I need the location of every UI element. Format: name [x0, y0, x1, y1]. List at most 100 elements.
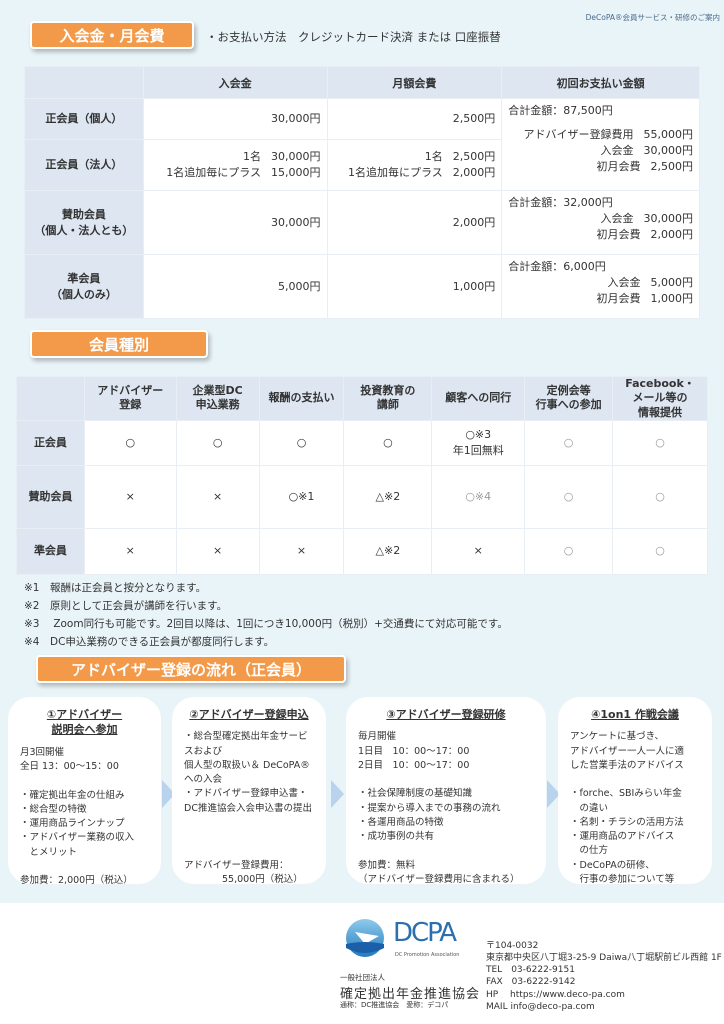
initial-payment: 合計金額：87,500円 アドバイザー登録費用 55,000円 入会金 30,000… — [501, 98, 700, 191]
header-monthly-fee: 月額会費 — [326, 66, 503, 99]
availability-cell: ○※1 — [258, 464, 345, 529]
monthly-fee: 1,000円 — [326, 254, 503, 319]
org-alias: 通称：DC推進協会 愛称：デコパ — [340, 1001, 449, 1009]
step-body: アンケートに基づき、 アドバイザー一人一人に適 した営業手法のアドバイス ・fo… — [570, 731, 685, 885]
item: アドバイザー登録費用 — [523, 127, 634, 141]
header-initial-payment: 初回お支払い金額 — [501, 66, 700, 99]
availability-cell: △※2 — [343, 464, 433, 529]
address: 東京都中央区八丁堀3-25-9 Daiwa八丁堀駅前ビル西館 1F — [486, 953, 722, 964]
availability-cell: ○ — [612, 419, 708, 466]
row-label: 正会員 — [16, 419, 85, 466]
item: 入会金 — [600, 143, 634, 157]
availability-cell: × — [258, 527, 345, 575]
logo-icon — [345, 918, 385, 958]
total: 合計金額：87,500円 — [508, 104, 613, 117]
logo-text: DCPA — [393, 918, 457, 948]
logo-wordmark: DCPA — [393, 918, 457, 948]
availability-cell: × — [175, 527, 260, 575]
join-fee: 5,000円 — [142, 254, 328, 319]
section-title-flow: アドバイザー登録の流れ（正会員） — [36, 655, 346, 683]
website-link[interactable]: HP https://www.deco-pa.com — [486, 989, 625, 1000]
flow-step-3: ③アドバイザー登録研修 毎月開催 1日目 10：00〜17：00 2日目 10：0… — [346, 697, 546, 885]
item: 初月会費 — [596, 291, 641, 305]
item: 入会金 — [607, 275, 641, 289]
row-label: 準会員 — [16, 527, 85, 575]
availability-cell: ○ — [343, 419, 433, 466]
availability-cell: × — [83, 527, 177, 575]
column-header: Facebook・ メール等の 情報提供 — [612, 376, 708, 421]
note-3: ※3 Zoom同行も可能です。2回目以降は、1回につき10,000円（税別）+交… — [24, 618, 508, 630]
column-header: 投資教育の 講師 — [343, 376, 433, 421]
item: 1名 — [243, 150, 262, 164]
amount: 2,000円 — [650, 227, 694, 241]
join-fee: 30,000円 — [142, 98, 328, 140]
table-row: 正会員 ○ ○ ○ ○ ○※3 年1回無料 ○ ○ — [16, 419, 708, 466]
step-title: ②アドバイザー登録申込 — [189, 708, 309, 721]
amount: 30,000円 — [271, 150, 321, 164]
initial-payment: 合計金額：32,000円 入会金 30,000円 初月会費 2,000円 — [501, 190, 700, 255]
flow-step-1: ①アドバイザー 説明会へ参加月3回開催 全日 13：00〜15：00 ・確定拠出… — [8, 697, 161, 886]
row-label: 準会員 （個人のみ） — [24, 254, 144, 319]
fax: FAX 03-6222-9142 — [486, 977, 576, 988]
amount: 55,000円 — [643, 127, 694, 141]
arrow-right-icon — [331, 780, 344, 808]
column-header: 顧客への同行 — [431, 376, 526, 421]
column-header: 企業型DC 申込業務 — [175, 376, 260, 421]
amount: 2,500円 — [650, 159, 694, 173]
total: 合計金額：6,000円 — [508, 260, 606, 273]
amount: 1,000円 — [650, 291, 694, 305]
note-1: ※1 報酬は正会員と按分となります。 — [24, 582, 207, 594]
item: 1名 — [424, 150, 443, 164]
org-name: 確定拠出年金推進協会 — [340, 987, 481, 1002]
item: 初月会費 — [596, 159, 641, 173]
row-label: 賛助会員 （個人・法人とも） — [24, 190, 144, 255]
header-blank — [24, 66, 144, 99]
item: 初月会費 — [596, 227, 641, 241]
row-label: 賛助会員 — [16, 464, 85, 529]
join-fee: 1名 30,000円 1名追加毎にプラス 15,000円 — [142, 139, 328, 191]
availability-cell: × — [175, 464, 260, 529]
membership-types-table: アドバイザー 登録 企業型DC 申込業務 報酬の支払い 投資教育の 講師 顧客への同行定… — [16, 376, 708, 575]
contact-info: 〒104-0032 東京都中央区八丁堀3-25-9 Daiwa八丁堀駅前ビル西館… — [486, 940, 722, 1013]
arrow-right-icon — [162, 780, 175, 808]
amount: 2,000円 — [452, 166, 496, 179]
email-link[interactable]: MAIL info@deco-pa.com — [486, 1001, 595, 1012]
column-header: アドバイザー 登録 — [83, 376, 177, 421]
availability-cell: ○ — [83, 419, 177, 466]
availability-cell: × — [83, 464, 177, 529]
availability-cell: ○ — [258, 419, 345, 466]
total: 合計金額：32,000円 — [508, 196, 613, 209]
monthly-fee: 2,000円 — [326, 190, 503, 255]
row-label: 正会員（個人） — [24, 98, 144, 140]
document-tag: DeCoPA®会員サービス・研修のご案内 — [585, 13, 720, 22]
logo-subtitle: DC Promotion Association — [395, 952, 460, 958]
item: 1名追加毎にプラス — [347, 166, 443, 179]
initial-payment: 合計金額：6,000円 入会金 5,000円 初月会費 1,000円 — [501, 254, 700, 319]
amount: 15,000円 — [271, 166, 321, 179]
fees-table: 入会金 月額会費 初回お支払い金額 正会員（個人） 30,000円 2,500円 合計金… — [24, 66, 700, 319]
step-title: ①アドバイザー 説明会へ参加 — [46, 708, 123, 737]
section-title-types: 会員種別 — [30, 330, 208, 358]
availability-cell: ○※4 — [431, 464, 526, 529]
amount: 30,000円 — [643, 211, 694, 225]
payment-method: ・お支払い方法 クレジットカード決済 または 口座振替 — [206, 30, 501, 44]
flow-step-2: ②アドバイザー登録申込・総合型確定拠出年金サービスおよび 個人型の取扱い＆ De… — [172, 697, 326, 885]
monthly-fee: 1名 2,500円 1名追加毎にプラス 2,000円 — [326, 139, 503, 191]
availability-cell: ○ — [612, 464, 708, 529]
availability-cell: ○ — [175, 419, 260, 466]
org-type: 一般社団法人 — [340, 973, 385, 982]
item: 1名追加毎にプラス — [166, 166, 262, 179]
column-header: 報酬の支払い — [258, 376, 345, 421]
note-2: ※2 原則として正会員が講師を行います。 — [24, 600, 228, 612]
step-body: ・総合型確定拠出年金サービスおよび 個人型の取扱い＆ DeCoPA®への入会 ・… — [184, 731, 312, 885]
phone: TEL 03-6222-9151 — [486, 965, 575, 976]
flow-step-4: ④1on1 作戦会議アンケートに基づき、 アドバイザー一人一人に適 した営業手法… — [558, 697, 712, 885]
availability-cell: ○ — [524, 527, 613, 575]
item: 入会金 — [600, 211, 634, 225]
amount: 2,500円 — [452, 150, 496, 164]
table-row: 準会員 × × × △※2 × ○ ○ — [16, 527, 708, 575]
table-row: 賛助会員 × × ○※1 △※2 ○※4 ○ ○ — [16, 464, 708, 529]
step-title: ④1on1 作戦会議 — [591, 708, 679, 721]
step-body: 月3回開催 全日 13：00〜15：00 ・確定拠出年金の仕組み ・総合型の特徴… — [20, 746, 135, 887]
column-header — [16, 376, 85, 421]
